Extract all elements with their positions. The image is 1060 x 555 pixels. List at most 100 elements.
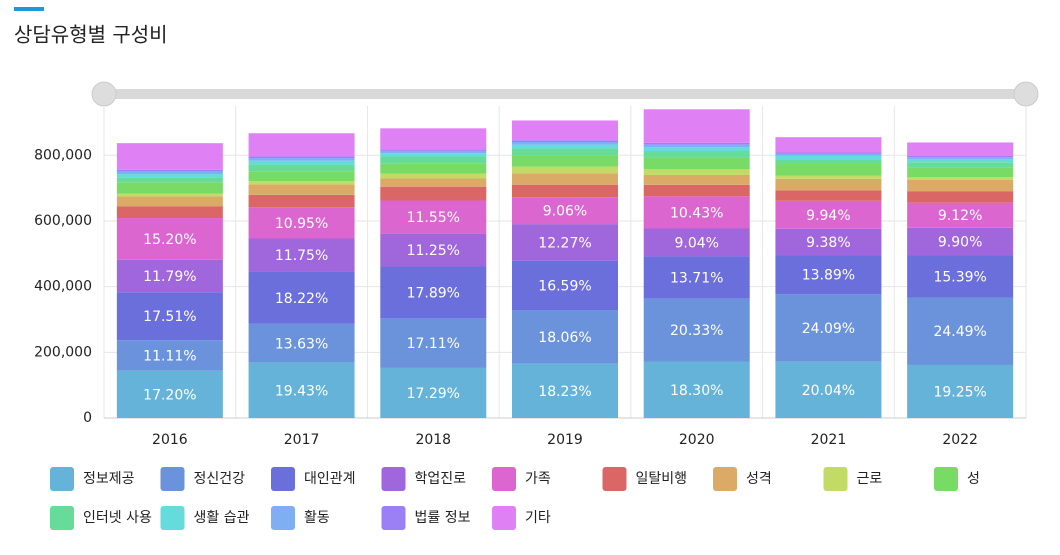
segment-label: 13.71% — [670, 271, 723, 287]
legend-label: 학업진로 — [415, 471, 467, 487]
segment-label: 9.90% — [938, 234, 982, 250]
bar-segment — [643, 174, 750, 185]
bar-segment — [248, 323, 355, 363]
bar-segment — [775, 175, 882, 179]
bar-segment — [248, 238, 355, 272]
slider-handle[interactable] — [1013, 81, 1039, 107]
legend-item[interactable]: 정신건강 — [160, 467, 246, 491]
legend-swatch — [823, 467, 848, 491]
legend-item[interactable]: 가족 — [492, 467, 551, 491]
segment-label: 17.51% — [143, 309, 196, 325]
bar-segment — [380, 150, 487, 154]
bar-segment — [643, 157, 750, 170]
segment-label: 9.04% — [674, 235, 718, 251]
bar-segment — [775, 153, 882, 156]
bar-segment — [907, 191, 1014, 203]
legend-item[interactable]: 기타 — [492, 506, 551, 530]
bar-segment — [512, 310, 618, 364]
bar-segment — [512, 148, 618, 156]
y-tick-label: 400,000 — [34, 279, 92, 295]
segment-label: 17.20% — [143, 387, 196, 403]
bar-segment — [380, 233, 487, 267]
legend-item[interactable]: 성격 — [713, 467, 772, 491]
bar-segment — [248, 194, 355, 208]
legend-item[interactable]: 생활 습관 — [160, 506, 250, 530]
legend-label: 성 — [967, 471, 980, 487]
bar-segment — [380, 163, 487, 174]
segment-label: 19.25% — [933, 384, 986, 400]
segment-label: 10.95% — [275, 216, 328, 232]
bar-segment — [512, 166, 618, 174]
legend-item[interactable]: 대인관계 — [271, 467, 356, 491]
segment-label: 17.11% — [407, 336, 460, 352]
legend-label: 성격 — [746, 471, 772, 487]
y-tick-label: 0 — [83, 410, 92, 426]
bar-segment — [512, 260, 618, 311]
segment-label: 13.63% — [275, 336, 328, 352]
bar-segment — [248, 156, 355, 159]
legend-item[interactable]: 인터넷 사용 — [50, 506, 152, 530]
bar-segment — [775, 159, 882, 165]
bar-segment — [248, 133, 355, 157]
legend-item[interactable]: 활동 — [271, 506, 330, 530]
legend-item[interactable]: 법률 정보 — [381, 506, 471, 530]
segment-label: 11.25% — [407, 243, 460, 259]
y-tick-label: 800,000 — [34, 147, 92, 163]
bar-segment — [248, 362, 355, 418]
bar-segment — [907, 162, 1014, 168]
bar-segment — [512, 224, 618, 261]
bar-segment — [116, 340, 223, 371]
legend-swatch — [602, 467, 627, 491]
bar-segment — [116, 171, 223, 175]
segment-label: 11.79% — [143, 269, 196, 285]
bar-segment — [643, 196, 750, 229]
bar-segment — [380, 367, 487, 418]
bar-segment — [775, 200, 882, 229]
bar-segment — [775, 178, 882, 191]
bar-segment — [248, 184, 355, 195]
segment-label: 15.39% — [933, 269, 986, 285]
bar-segment — [907, 167, 1014, 178]
legend-swatch — [713, 467, 737, 491]
bar-segment — [380, 173, 487, 179]
legend-item[interactable]: 정보제공 — [50, 467, 135, 491]
bar-segment — [116, 169, 223, 172]
bar-segment — [380, 186, 487, 201]
legend-item[interactable]: 일탈비행 — [602, 467, 688, 491]
legend-label: 생활 습관 — [194, 510, 250, 526]
segment-label: 18.30% — [670, 383, 723, 399]
x-tick-label: 2017 — [284, 432, 320, 448]
bar-segment — [380, 178, 487, 187]
legend-item[interactable]: 학업진로 — [381, 467, 467, 491]
slider-handle[interactable] — [91, 81, 117, 107]
y-tick-label: 600,000 — [34, 213, 92, 229]
segment-label: 13.89% — [802, 268, 855, 284]
legend-swatch — [50, 467, 74, 491]
bar-segment — [380, 318, 487, 368]
bar-segment — [775, 137, 882, 153]
segment-label: 9.12% — [938, 208, 982, 224]
bar-segment — [643, 150, 750, 158]
bar-segment — [512, 173, 618, 185]
segment-label: 11.75% — [275, 248, 328, 264]
bar-segment — [907, 157, 1014, 159]
bar-segment — [116, 218, 223, 260]
legend-item[interactable]: 성 — [934, 467, 980, 491]
legend-swatch — [160, 467, 185, 491]
legend-swatch — [381, 467, 406, 491]
bar-segment — [907, 255, 1014, 298]
x-tick-label: 2022 — [942, 432, 978, 448]
x-tick-label: 2020 — [679, 432, 715, 448]
segment-label: 20.04% — [802, 383, 855, 399]
bar-segment — [643, 109, 750, 143]
segment-label: 24.49% — [933, 324, 986, 340]
bar-segment — [248, 181, 355, 185]
bar-segment — [116, 177, 223, 183]
legend-item[interactable]: 근로 — [823, 467, 883, 491]
range-slider[interactable] — [91, 81, 1039, 107]
legend-swatch — [492, 467, 516, 491]
bar-segment — [512, 120, 618, 141]
bar-segment — [907, 364, 1014, 418]
bar-segment — [643, 361, 750, 418]
